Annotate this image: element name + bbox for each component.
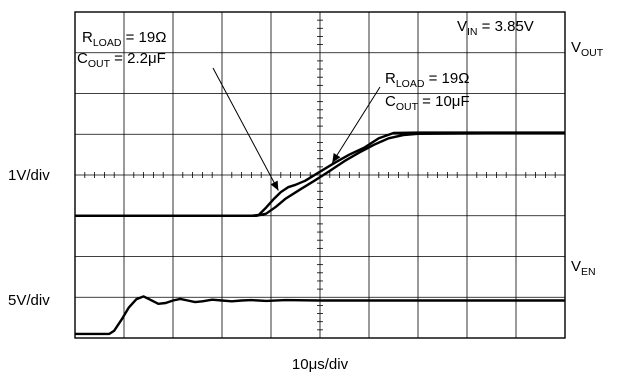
plot-frame (74, 11, 566, 339)
annotation-arrow-2 (331, 86, 381, 164)
annotation-1-line-1: RLOAD = 19Ω (82, 29, 166, 49)
time-scale-label: 10μs/div (292, 356, 349, 373)
annotation-1-line-2: COUT = 2.2μF (77, 50, 166, 70)
annotation-2-line-2: COUT = 10μF (385, 93, 470, 113)
ven-trace-label: VEN (571, 258, 596, 278)
trace-2 (75, 295, 565, 336)
traces (75, 131, 566, 336)
ven-scale-label: 5V/div (8, 292, 50, 309)
grid (75, 12, 565, 338)
annotation-arrowhead-1 (270, 180, 279, 191)
vout-trace-label: VOUT (571, 39, 604, 59)
vout-scale-label: 1V/div (8, 167, 50, 184)
vin-condition-label: VIN = 3.85V (457, 18, 534, 38)
trace-1 (75, 131, 566, 217)
trace-0 (75, 131, 565, 217)
annotation-arrow-1 (212, 67, 279, 191)
annotation-2-line-1: RLOAD = 19Ω (385, 70, 469, 90)
annotation-arrowhead-2 (332, 153, 341, 163)
annotation-arrows (212, 67, 381, 191)
